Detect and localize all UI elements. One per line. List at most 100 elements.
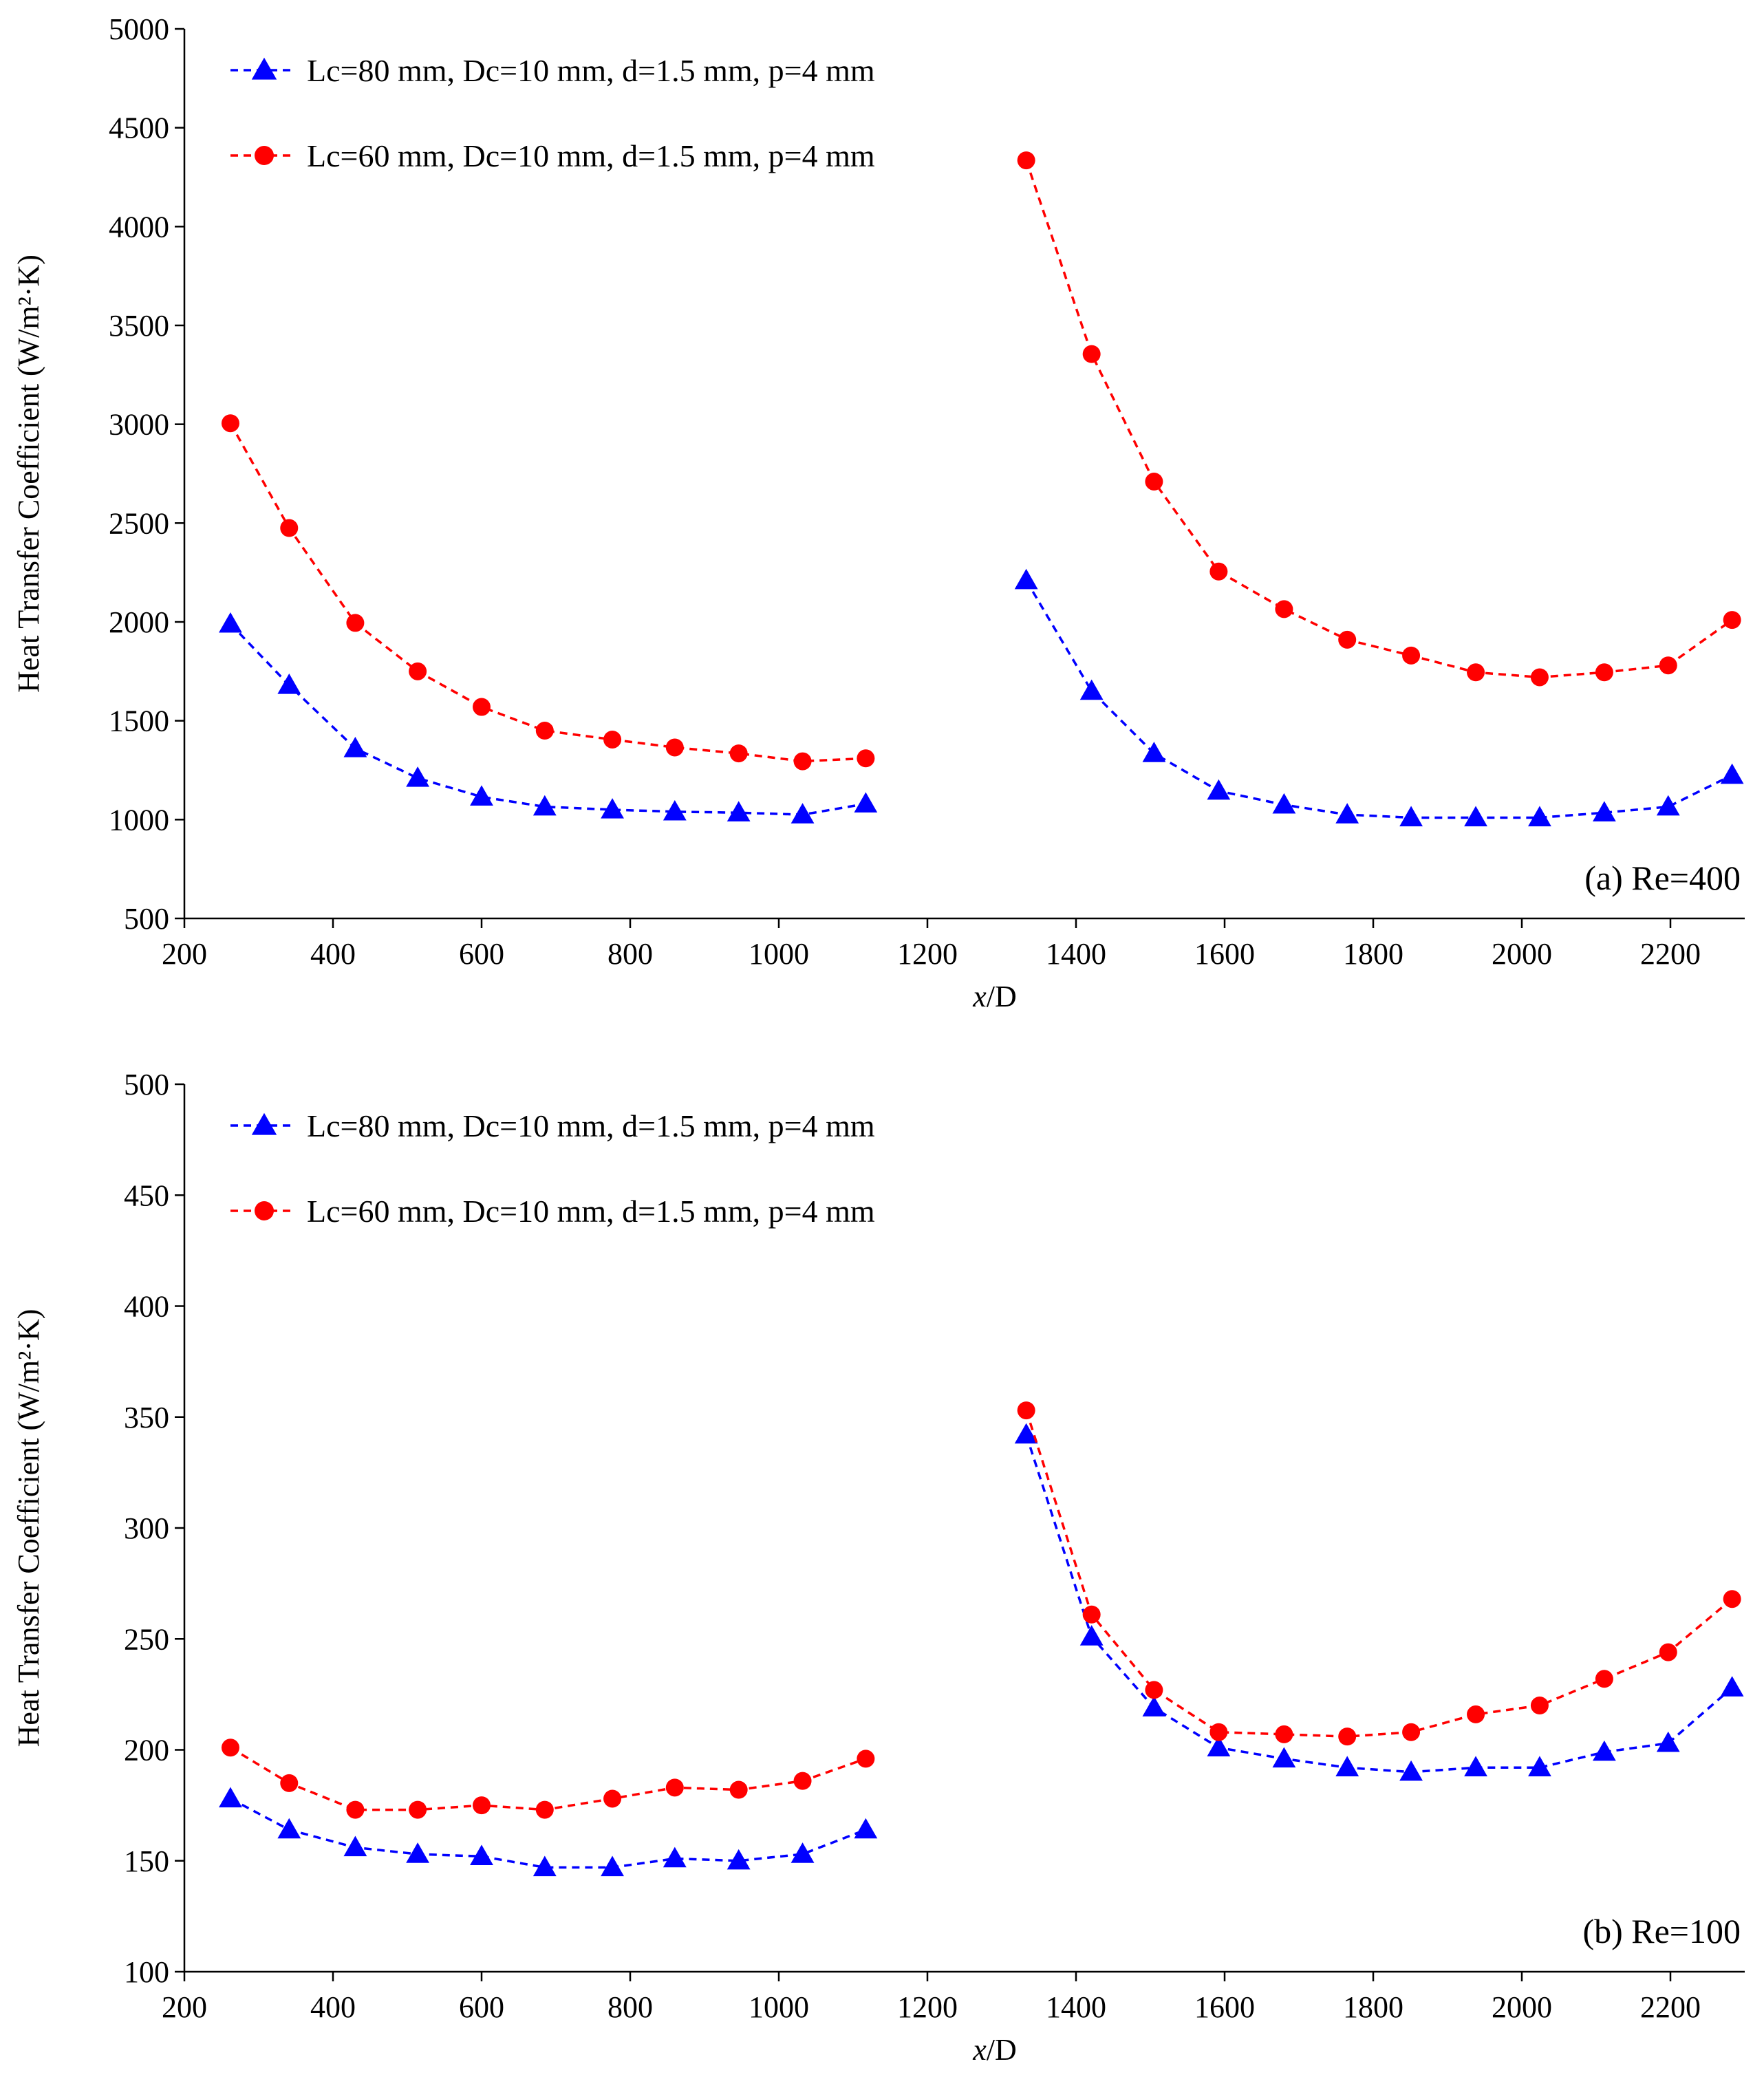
data-point-triangle bbox=[1335, 803, 1359, 824]
data-point-circle bbox=[1082, 345, 1101, 363]
x-tick-label: 800 bbox=[607, 1990, 653, 2024]
data-point-circle bbox=[1209, 562, 1228, 581]
data-point-triangle bbox=[1720, 763, 1744, 784]
data-point-circle bbox=[1595, 663, 1613, 682]
y-tick-label: 4500 bbox=[109, 111, 169, 145]
y-tick-label: 500 bbox=[124, 902, 169, 936]
data-point-triangle bbox=[1207, 779, 1231, 800]
data-point-circle bbox=[793, 1772, 812, 1790]
data-point-triangle bbox=[406, 766, 430, 787]
data-point-triangle bbox=[1656, 795, 1680, 816]
y-tick-label: 1000 bbox=[109, 803, 169, 837]
data-point-circle bbox=[473, 698, 491, 716]
data-point-circle bbox=[346, 614, 365, 632]
series-line bbox=[229, 422, 866, 763]
data-point-circle bbox=[603, 730, 622, 749]
data-point-circle bbox=[1209, 1723, 1228, 1741]
data-point-triangle bbox=[1464, 806, 1487, 827]
data-point-triangle bbox=[601, 1855, 624, 1877]
data-point-triangle bbox=[1399, 806, 1423, 827]
data-point-triangle bbox=[1142, 742, 1166, 762]
data-point-triangle bbox=[1272, 793, 1296, 814]
legend-label: Lc=60 mm, Dc=10 mm, d=1.5 mm, p=4 mm bbox=[307, 138, 875, 173]
x-tick-label: 1000 bbox=[749, 1990, 809, 2024]
data-point-circle bbox=[280, 1774, 299, 1792]
legend-entry: Lc=60 mm, Dc=10 mm, d=1.5 mm, p=4 mm bbox=[230, 138, 875, 173]
data-point-triangle bbox=[601, 798, 624, 819]
data-point-triangle bbox=[470, 1844, 493, 1865]
data-point-circle bbox=[729, 1780, 748, 1799]
data-point-triangle bbox=[727, 801, 751, 821]
series-line bbox=[229, 623, 866, 816]
data-point-triangle bbox=[251, 1112, 277, 1135]
data-point-circle bbox=[729, 744, 748, 763]
data-point-triangle bbox=[1335, 1756, 1359, 1776]
data-point-circle bbox=[1595, 1670, 1613, 1688]
data-point-circle bbox=[1275, 600, 1293, 618]
data-point-triangle bbox=[790, 803, 815, 824]
data-point-circle bbox=[535, 722, 554, 740]
data-point-triangle bbox=[1014, 1423, 1038, 1444]
data-point-circle bbox=[665, 1778, 684, 1797]
y-tick-label: 100 bbox=[124, 1955, 169, 1989]
y-tick-label: 4000 bbox=[109, 210, 169, 244]
data-point-circle bbox=[535, 1800, 554, 1819]
data-point-triangle bbox=[1014, 568, 1038, 590]
x-tick-label: 2000 bbox=[1492, 937, 1552, 971]
panel-annotation: (a) Re=400 bbox=[1584, 859, 1741, 897]
data-point-circle bbox=[1338, 1727, 1357, 1746]
data-point-circle bbox=[1659, 1643, 1677, 1661]
y-tick-label: 400 bbox=[124, 1290, 169, 1324]
x-tick-label: 1200 bbox=[897, 1990, 958, 2024]
x-tick-label: 1800 bbox=[1343, 937, 1403, 971]
panel-a: 500 1000 1500 2000 2500 3000 3500 4000 4500 5000 2… bbox=[12, 12, 1745, 1013]
data-point-triangle bbox=[1464, 1756, 1487, 1776]
y-tick-label: 2500 bbox=[109, 506, 169, 540]
data-point-circle bbox=[1082, 1605, 1101, 1624]
data-point-triangle bbox=[663, 799, 687, 821]
y-tick-label: 200 bbox=[124, 1734, 169, 1767]
x-tick-label: 400 bbox=[310, 1990, 356, 2024]
x-tick-label: 1800 bbox=[1343, 1990, 1403, 2024]
x-tick-label: 800 bbox=[607, 937, 653, 971]
data-point-circle bbox=[1402, 1723, 1421, 1741]
data-point-triangle bbox=[854, 1818, 878, 1839]
x-tick-label: 1600 bbox=[1194, 937, 1255, 971]
y-tick-label: 3500 bbox=[109, 309, 169, 343]
series-line bbox=[1024, 1410, 1733, 1738]
series-lc60 bbox=[221, 151, 1741, 771]
data-point-circle bbox=[409, 1800, 427, 1819]
data-point-circle bbox=[346, 1800, 365, 1819]
legend-label: Lc=60 mm, Dc=10 mm, d=1.5 mm, p=4 mm bbox=[307, 1194, 875, 1229]
data-point-triangle bbox=[533, 795, 557, 816]
data-point-circle bbox=[1467, 663, 1485, 682]
legend-entry: Lc=60 mm, Dc=10 mm, d=1.5 mm, p=4 mm bbox=[230, 1194, 875, 1229]
data-point-circle bbox=[255, 146, 274, 165]
y-axis-title: Heat Transfer Coefficient (W/m²·K) bbox=[12, 1309, 45, 1747]
data-point-triangle bbox=[1528, 806, 1551, 827]
data-point-circle bbox=[1530, 1697, 1549, 1714]
data-point-triangle bbox=[663, 1847, 687, 1868]
panel-annotation: (b) Re=100 bbox=[1582, 1912, 1741, 1950]
x-axis-title: x/D bbox=[972, 2033, 1017, 2067]
data-point-triangle bbox=[1720, 1676, 1744, 1697]
data-point-circle bbox=[409, 662, 427, 680]
data-point-triangle bbox=[1528, 1756, 1551, 1776]
data-point-circle bbox=[1467, 1705, 1485, 1723]
data-point-triangle bbox=[1592, 1740, 1616, 1761]
data-point-circle bbox=[1659, 656, 1677, 675]
data-point-triangle bbox=[277, 1818, 301, 1839]
data-point-circle bbox=[857, 749, 875, 768]
x-tick-label: 1000 bbox=[749, 937, 809, 971]
legend-entry: Lc=80 mm, Dc=10 mm, d=1.5 mm, p=4 mm bbox=[230, 1108, 875, 1143]
data-point-circle bbox=[1145, 472, 1163, 491]
x-tick-label: 1400 bbox=[1046, 937, 1106, 971]
data-point-triangle bbox=[1272, 1747, 1296, 1768]
x-tick-label: 600 bbox=[459, 937, 504, 971]
series-lc80 bbox=[219, 1423, 1744, 1877]
y-tick-label: 1500 bbox=[109, 704, 169, 738]
x-tick-label: 2000 bbox=[1492, 1990, 1552, 2024]
x-tick-label: 1400 bbox=[1046, 1990, 1106, 2024]
data-point-circle bbox=[255, 1201, 274, 1220]
